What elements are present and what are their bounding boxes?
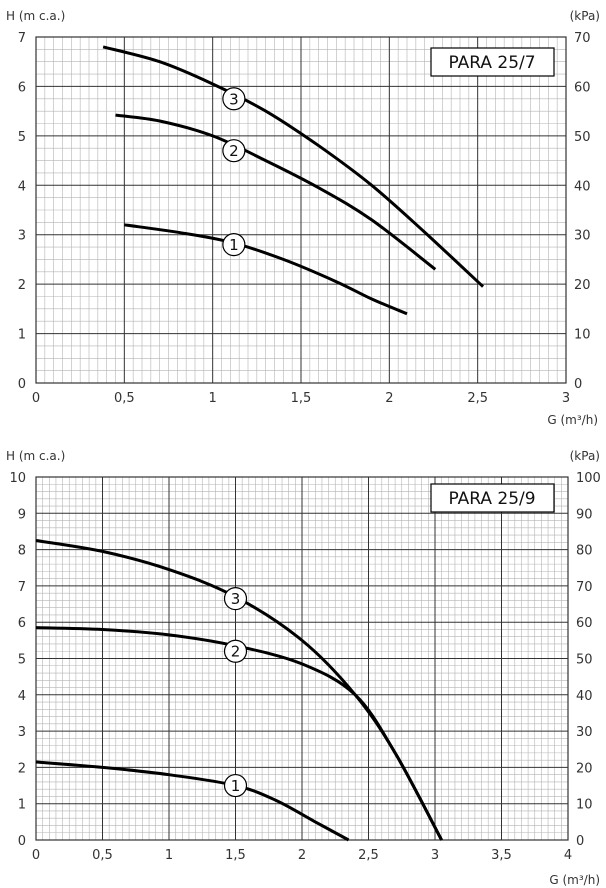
y-right-tick-label: 10 (574, 328, 591, 343)
y-tick-label: 4 (18, 689, 26, 704)
speed-curve-2 (115, 113, 437, 271)
chart2-y-right-axis-label: (kPa) (570, 449, 600, 463)
y-tick-label: 1 (18, 328, 26, 343)
speed-label-circle (223, 773, 248, 798)
y-tick-label: 5 (18, 653, 26, 668)
y-tick-label: 6 (18, 616, 26, 631)
chart2-curves: 1 2 3 (35, 539, 443, 842)
plot-frame (35, 476, 569, 841)
y-right-tick-label: 40 (576, 689, 593, 704)
y-right-tick-label: 50 (576, 653, 593, 668)
x-tick-label: 0,5 (92, 848, 113, 863)
y-tick-label: 2 (18, 278, 26, 293)
y-tick-label: 7 (18, 580, 26, 595)
speed-label-circle (222, 233, 246, 257)
chart1-x-axis-label: G (m³/h) (547, 413, 598, 427)
x-tick-label: 3,5 (491, 848, 512, 863)
chart-para-25-7: 123 0 0,5 1 1,5 2 2,5 301234567010203040506070… (6, 9, 600, 427)
speed-label-1: 1 (229, 236, 239, 254)
chart2-model-box (430, 483, 555, 513)
chart1-grid (36, 37, 566, 383)
x-tick-label: 2 (298, 848, 306, 863)
y-right-tick-label: 0 (576, 834, 584, 849)
x-tick-label: 1 (209, 391, 217, 406)
chart1-y-right-axis-label: (kPa) (570, 9, 600, 23)
chart1-x-axis-label-text: G (m³/h) (547, 413, 598, 427)
x-tick-label: 1,5 (291, 391, 312, 406)
chart2-y-axis-label: H (m c.a.) (6, 449, 65, 463)
y-right-tick-label: 0 (574, 377, 582, 392)
chart1-model-box (430, 47, 555, 77)
y-tick-label: 8 (18, 544, 26, 559)
chart-para-25-9: 123 0 0,5 1 1,5 2 2,5 3 3,5 40123456789100102030… (6, 449, 601, 887)
y-right-tick-label: 30 (574, 229, 591, 244)
y-tick-label: 4 (18, 179, 26, 194)
y-right-tick-label: 50 (574, 130, 591, 145)
x-tick-label: 4 (564, 848, 572, 863)
y-right-tick-label: 70 (576, 580, 593, 595)
speed-curve-3 (35, 539, 443, 841)
speed-label-2: 2 (229, 142, 239, 160)
plot-frame (35, 36, 567, 384)
x-tick-label: 3 (562, 391, 570, 406)
chart2-frame (35, 476, 569, 841)
y-right-tick-label: 20 (576, 761, 593, 776)
speed-label-circle (223, 587, 248, 611)
y-tick-label: 1 (18, 798, 26, 813)
y-right-tick-label: 80 (576, 544, 593, 559)
y-right-tick-label: 40 (574, 179, 591, 194)
y-right-tick-label: 20 (574, 278, 591, 293)
speed-label-circle (222, 87, 246, 111)
y-right-tick-label: 60 (576, 616, 593, 631)
chart2-x-axis-label-text: G (m³/h) (549, 873, 600, 887)
chart1-model-title: PARA 25/7 (448, 53, 535, 73)
chart2-labels: 0 0,5 1 1,5 2 2,5 3 3,5 401234567891001020304050… (9, 471, 600, 863)
x-tick-label: 2,5 (467, 391, 488, 406)
y-tick-label: 0 (18, 834, 26, 849)
y-right-tick-label: 70 (574, 31, 591, 46)
chart2-model-title: PARA 25/9 (448, 489, 535, 509)
chart2-grid (36, 477, 568, 840)
x-tick-label: 2 (385, 391, 393, 406)
x-tick-label: 0 (32, 391, 40, 406)
y-right-tick-label: 10 (576, 798, 593, 813)
speed-label-circle (222, 139, 246, 163)
x-tick-label: 0 (32, 848, 40, 863)
y-right-tick-label: 30 (576, 725, 593, 740)
speed-curve-1 (124, 223, 408, 316)
speed-label-1: 1 (231, 777, 241, 795)
y-tick-label: 3 (18, 229, 26, 244)
x-tick-label: 3 (431, 848, 439, 863)
x-tick-label: 1 (165, 848, 173, 863)
y-tick-label: 2 (18, 761, 26, 776)
speed-label-2: 2 (231, 643, 241, 661)
chart2-x-axis-label: G (m³/h) (549, 873, 600, 887)
x-tick-label: 0,5 (114, 391, 135, 406)
y-right-tick-label: 60 (574, 80, 591, 95)
x-tick-label: 1,5 (225, 848, 246, 863)
y-tick-label: 5 (18, 130, 26, 145)
y-right-tick-label: 100 (576, 471, 601, 486)
y-tick-label: 3 (18, 725, 26, 740)
speed-label-3: 3 (231, 590, 241, 608)
chart1-y-axis-label: H (m c.a.) (6, 9, 65, 23)
speed-curve-3 (102, 45, 485, 288)
y-right-tick-label: 90 (576, 507, 593, 522)
chart1-curves: 1 2 3 (102, 45, 485, 316)
speed-label-circle (223, 639, 248, 663)
y-tick-label: 10 (9, 471, 26, 486)
y-tick-label: 6 (18, 80, 26, 95)
x-tick-label: 2,5 (358, 848, 379, 863)
speed-label-3: 3 (229, 90, 239, 108)
y-tick-label: 0 (18, 377, 26, 392)
chart1-frame (35, 36, 567, 384)
y-tick-label: 9 (18, 507, 26, 522)
y-tick-label: 7 (18, 31, 26, 46)
